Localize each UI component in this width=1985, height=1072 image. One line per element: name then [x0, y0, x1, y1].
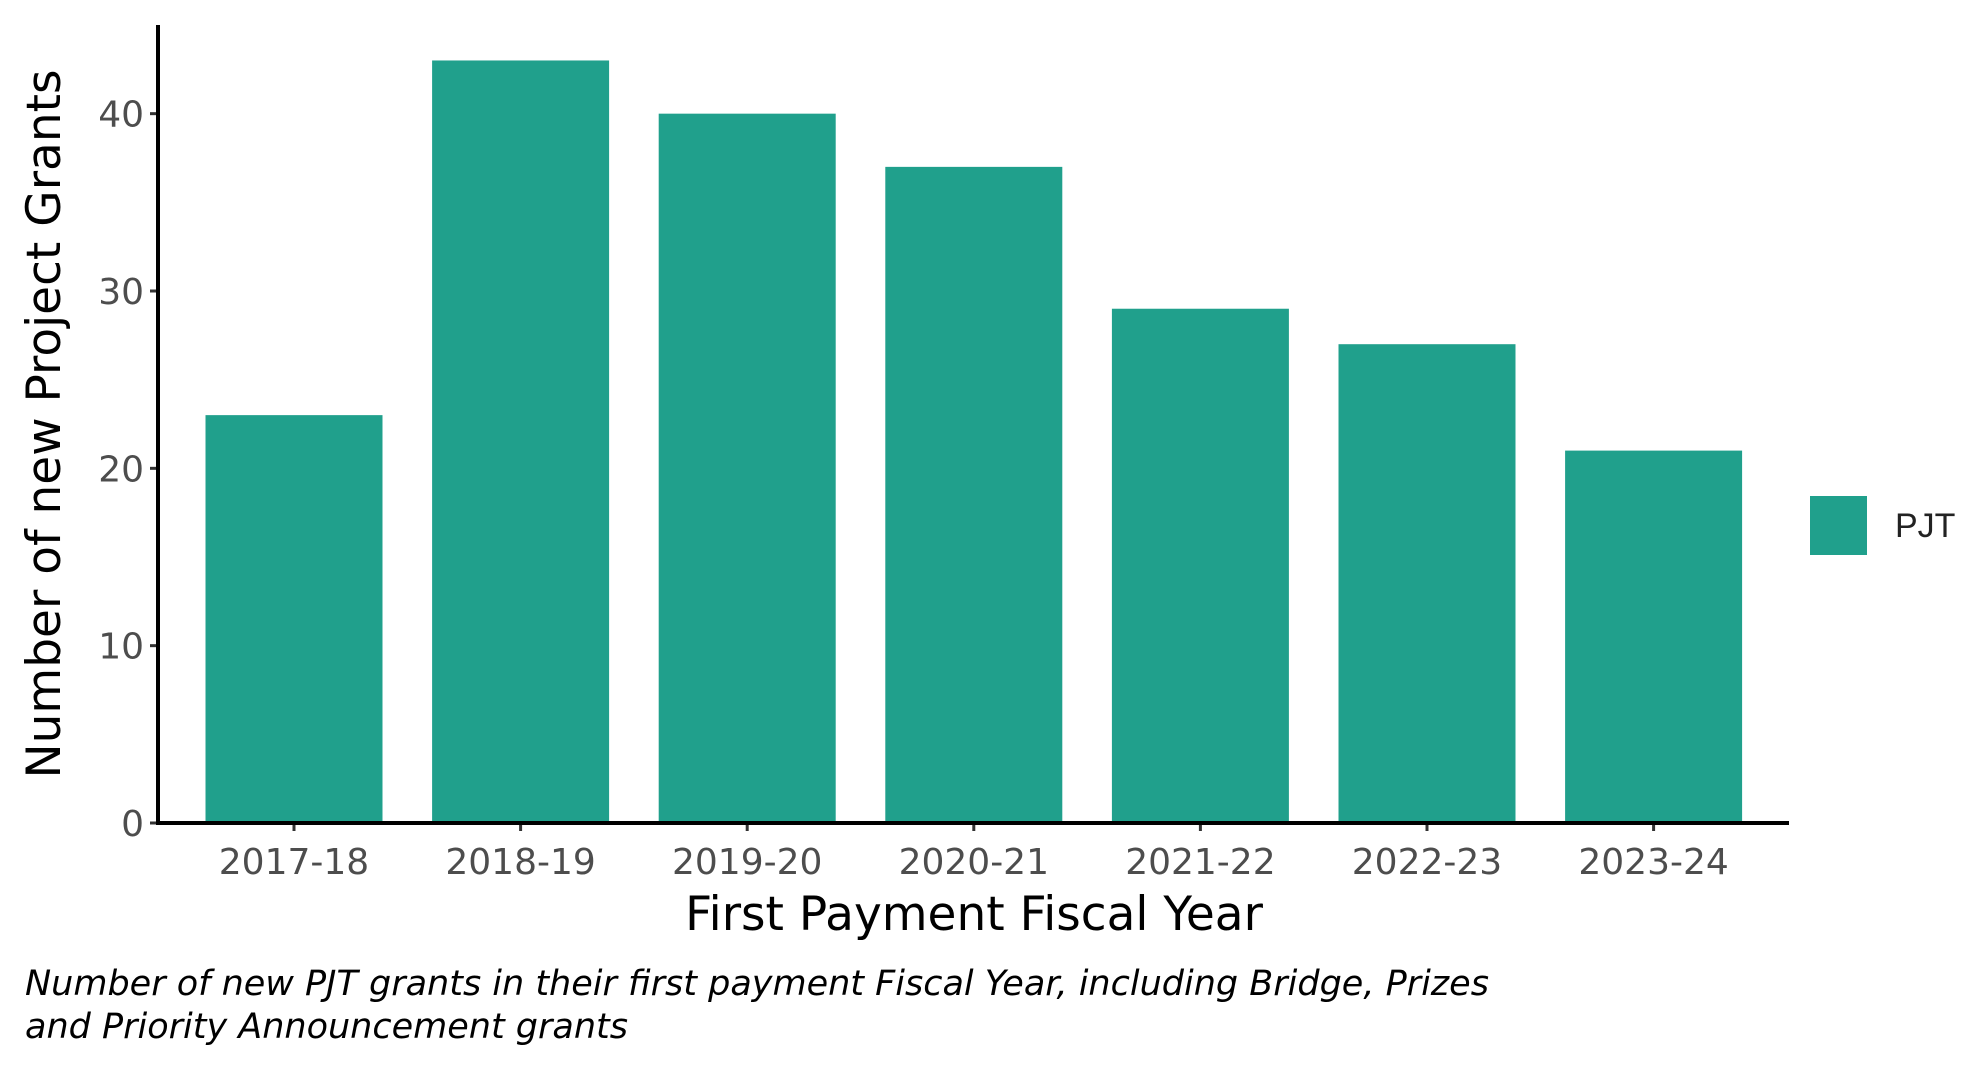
- y-tick-label: 40: [98, 95, 144, 136]
- x-tick-label: 2019-20: [672, 842, 822, 883]
- legend-label-pjt: PJT: [1895, 507, 1955, 545]
- x-tick-label: 2021-22: [1125, 842, 1275, 883]
- bar-2019-20: [658, 113, 836, 823]
- y-tick-label: 30: [98, 272, 144, 313]
- caption-line-1: Number of new PJT grants in their first …: [25, 964, 1489, 1004]
- x-tick-label: 2017-18: [219, 842, 369, 883]
- y-tick-label: 0: [121, 804, 144, 845]
- y-axis-title: Number of new Project Grants: [17, 69, 72, 778]
- x-tick-label: 2022-23: [1352, 842, 1502, 883]
- x-axis-title: First Payment Fiscal Year: [685, 887, 1264, 942]
- x-tick-label: 2020-21: [899, 842, 1049, 883]
- bar-2018-19: [432, 60, 610, 823]
- x-tick-label: 2023-24: [1578, 842, 1728, 883]
- y-tick-label: 20: [98, 449, 144, 490]
- x-tick-label: 2018-19: [445, 842, 595, 883]
- bar-2023-24: [1565, 450, 1743, 823]
- y-tick-label: 10: [98, 627, 144, 668]
- bar-2021-22: [1111, 308, 1289, 823]
- legend-swatch-pjt: [1810, 496, 1867, 555]
- y-axis-ticks: 0 10 20 30 40: [98, 95, 158, 845]
- bars: [205, 60, 1743, 823]
- bar-2022-23: [1338, 344, 1516, 823]
- x-axis-ticks: 2017-18 2018-19 2019-20 2020-21 2021-22 2022-…: [219, 823, 1729, 883]
- bar-2020-21: [885, 166, 1063, 823]
- caption-line-2: and Priority Announcement grants: [25, 1007, 628, 1047]
- bar-2017-18: [205, 415, 383, 823]
